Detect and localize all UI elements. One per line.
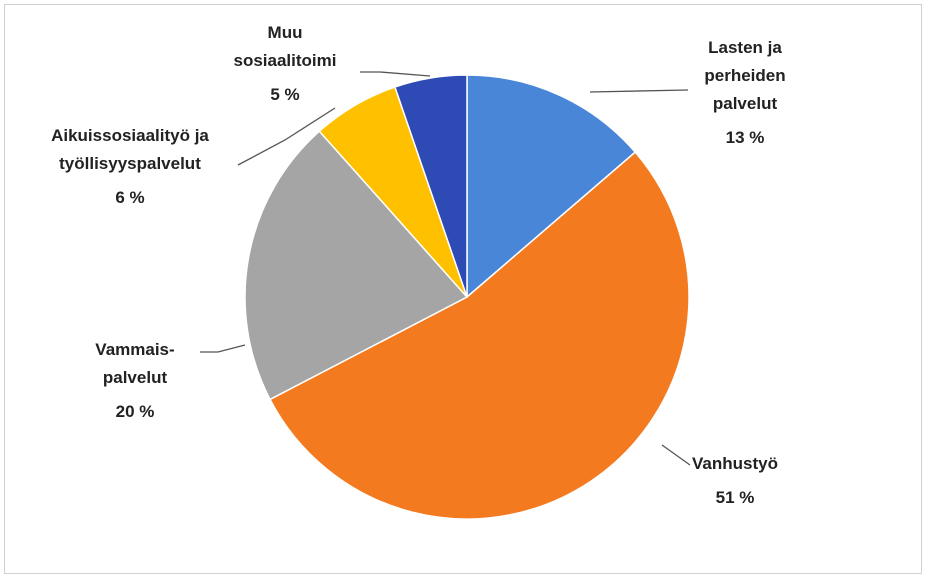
value-label: 20 % (115, 402, 155, 421)
slice-label: Muu sosiaalitoimi 5 % (215, 19, 355, 109)
value-label: 51 % (715, 488, 755, 507)
pie-slice (244, 130, 469, 401)
slice-label: Vammais-palvelut 20 % (70, 336, 200, 426)
leader-line (200, 344, 246, 353)
slice-label: Aikuissosiaalityö ja työllisyyspalvelut 6… (15, 122, 245, 212)
leader-lines (200, 71, 691, 466)
leader-line (589, 89, 689, 93)
value-label: 13 % (725, 128, 765, 147)
leader-line (237, 107, 336, 166)
category-label: Lasten ja perheiden palvelut (704, 38, 786, 113)
slices (244, 74, 690, 520)
slice-label: Lasten ja perheiden palvelut 13 % (680, 34, 810, 152)
pie-slice (269, 151, 690, 520)
pie-slice (466, 74, 637, 299)
value-label: 6 % (115, 188, 145, 207)
pie-slice (393, 74, 468, 298)
category-label: Aikuissosiaalityö ja työllisyyspalvelut (51, 126, 209, 173)
chart-frame (4, 4, 922, 574)
leader-line (360, 71, 431, 77)
slice-label: Vanhustyö 51 % (665, 450, 805, 512)
category-label: Vanhustyö (692, 454, 778, 473)
leader-line (661, 444, 691, 466)
category-label: Vammais-palvelut (95, 340, 175, 387)
value-label: 5 % (270, 85, 300, 104)
category-label: Muu sosiaalitoimi (233, 23, 337, 70)
